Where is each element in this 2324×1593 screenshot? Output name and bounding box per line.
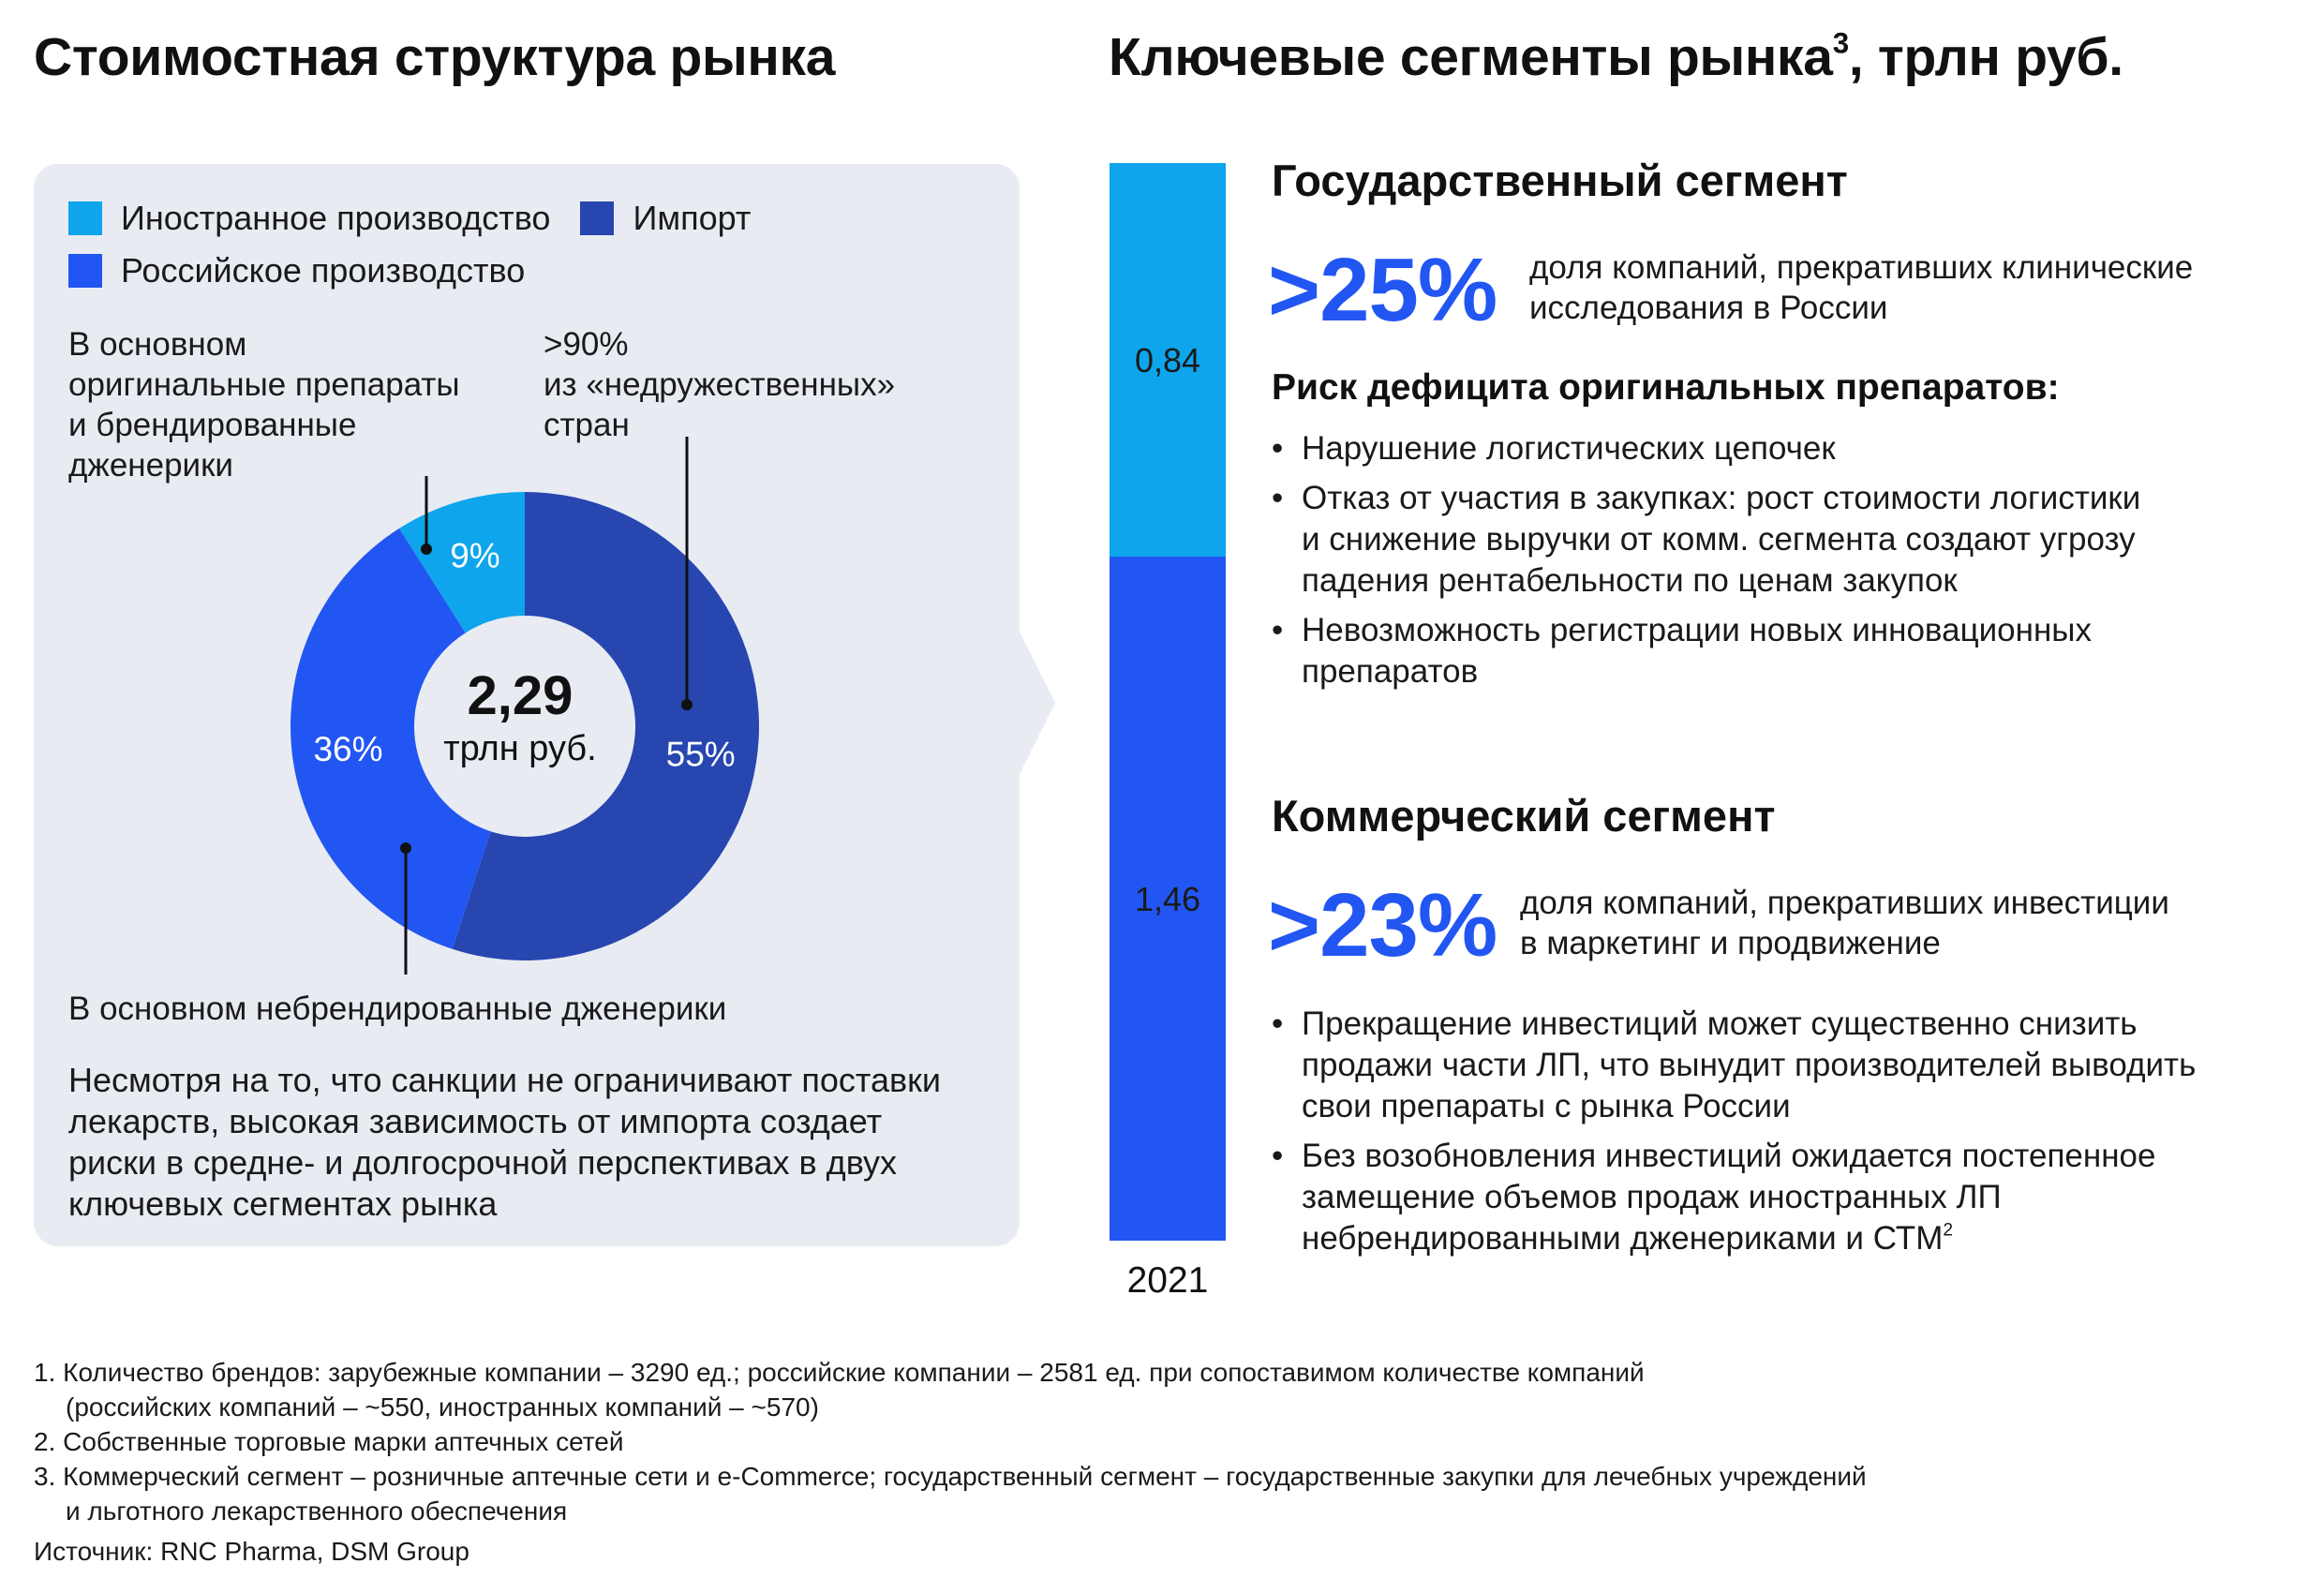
list-item: Прекращение инвестиций может существенно… (1272, 1004, 2293, 1127)
legend-item-import: Импорт (580, 199, 751, 238)
legend-label-foreign: Иностранное производство (121, 199, 551, 237)
list-item-line: Без возобновления инвестиций ожидается п… (1302, 1138, 2156, 1174)
annotation-import-line: из «недружественных» (544, 366, 896, 403)
bar-gov-segment (1110, 163, 1226, 557)
gov-big-stat-desc: доля компаний, прекративших клинические … (1529, 247, 2193, 328)
donut-slice-foreign (399, 492, 525, 633)
list-item: Отказ от участия в закупках: рост стоимо… (1272, 478, 2284, 602)
annotation-foreign-line: оригинальные препараты (68, 366, 460, 403)
bar-com-segment (1110, 557, 1226, 1241)
annotation-leaders (400, 437, 693, 975)
leader-foreign-dot (421, 543, 432, 555)
footnote-2: 2. Собственные торговые марки аптечных с… (34, 1427, 624, 1456)
legend-label-russian: Российское производство (121, 251, 526, 290)
annotation-import-line: >90% (544, 326, 629, 363)
list-item-line: Отказ от участия в закупках: рост стоимо… (1302, 480, 2141, 516)
annotation-import-line: стран (544, 407, 630, 443)
list-item-line: продажи части ЛП, что вынудит производит… (1302, 1047, 2197, 1083)
footnotes: 1. Количество брендов: зарубежные компан… (34, 1355, 1867, 1569)
left-title: Стоимостная структура рынка (34, 27, 836, 87)
gov-risk-title: Риск дефицита оригинальных препаратов: (1272, 367, 2060, 408)
right-title: Ключевые сегменты рынка3, трлн руб. (1109, 26, 2123, 88)
gov-segment-title: Государственный сегмент (1272, 156, 1848, 205)
legend-swatch-foreign (68, 201, 102, 235)
donut-center-label: 2,29 трлн руб. (408, 665, 633, 770)
gov-risk-list: Нарушение логистических цепочек Отказ от… (1272, 428, 2284, 701)
gov-big-stat-desc-line: доля компаний, прекративших клинические (1529, 249, 2194, 286)
list-item-line: Прекращение инвестиций может существенно… (1302, 1005, 2138, 1042)
summary-line: риски в средне- и долгосрочной перспекти… (68, 1143, 898, 1182)
annotation-foreign: В основном оригинальные препараты и брен… (68, 324, 460, 485)
list-item-line: препаратов (1302, 653, 1479, 690)
com-segment-title: Коммерческий сегмент (1272, 791, 1776, 841)
gov-big-stat: >25% (1268, 240, 1497, 340)
list-item-line: Нарушение логистических цепочек (1302, 430, 1836, 467)
summary-text: Несмотря на то, что санкции не ограничив… (68, 1060, 941, 1225)
footnote-3: 3. Коммерческий сегмент – розничные апте… (34, 1462, 1867, 1491)
panel-pointer (1018, 628, 1055, 778)
list-item-line: падения рентабельности по ценам закупок (1302, 562, 1958, 599)
footnote-ref-2: 2 (1943, 1220, 1954, 1241)
right-title-unit: , трлн руб. (1848, 27, 2123, 87)
market-structure-donut: 55% 36% 9% (290, 492, 759, 960)
segments-stacked-bar: 0,84 1,46 2021 (1110, 163, 1226, 1301)
com-bullet-list: Прекращение инвестиций может существенно… (1272, 1004, 2293, 1268)
list-item: Без возобновления инвестиций ожидается п… (1272, 1136, 2293, 1259)
bar-com-label: 1,46 (1135, 880, 1200, 918)
right-title-footnote-ref: 3 (1832, 26, 1849, 60)
annotation-foreign-line: и брендированные (68, 407, 357, 443)
leader-russian-dot (400, 842, 411, 854)
donut-center-unit: трлн руб. (443, 729, 597, 768)
legend-swatch-russian (68, 254, 102, 288)
gov-big-stat-desc-line: исследования в России (1529, 290, 1888, 326)
list-item: Невозможность регистрации новых инноваци… (1272, 610, 2284, 692)
list-item-line: и снижение выручки от комм. сегмента соз… (1302, 521, 2136, 558)
market-structure-panel (34, 164, 1020, 1246)
footnote-1-cont: (российских компаний – ~550, иностранных… (66, 1392, 819, 1422)
list-item-line: Невозможность регистрации новых инноваци… (1302, 612, 2092, 648)
footnote-3-cont: и льготного лекарственного обеспечения (66, 1496, 568, 1526)
bar-category-label: 2021 (1127, 1260, 1209, 1301)
footnote-1: 1. Количество брендов: зарубежные компан… (34, 1358, 1645, 1387)
list-item-line-text: небрендированными дженериками и СТМ (1302, 1220, 1944, 1257)
annotation-foreign-line: В основном (68, 326, 247, 363)
com-big-stat: >23% (1268, 875, 1497, 975)
bar-gov-label: 0,84 (1135, 341, 1200, 380)
summary-line: Несмотря на то, что санкции не ограничив… (68, 1061, 941, 1099)
legend-item-foreign: Иностранное производство (68, 199, 550, 238)
com-big-stat-desc-line: в маркетинг и продвижение (1520, 925, 1941, 961)
legend-swatch-import (580, 201, 615, 235)
com-big-stat-desc: доля компаний, прекративших инвестиции в… (1520, 883, 2169, 963)
donut-slice-label-import: 55% (666, 736, 736, 774)
summary-line: ключевых сегментах рынка (68, 1184, 498, 1223)
legend-label-import: Импорт (633, 199, 752, 237)
annotation-import: >90% из «недружественных» стран (544, 324, 895, 445)
donut-slice-russian (290, 528, 491, 949)
list-item: Нарушение логистических цепочек (1272, 428, 2284, 469)
donut-center-value: 2,29 (467, 665, 574, 726)
annotation-foreign-line: дженерики (68, 447, 233, 484)
legend-item-russian: Российское производство (68, 251, 751, 290)
annotation-russian: В основном небрендированные дженерики (68, 990, 727, 1027)
donut-legend: Иностранное производство Импорт Российск… (68, 199, 751, 290)
donut-slice-label-russian: 36% (313, 730, 382, 768)
right-title-main: Ключевые сегменты рынка (1109, 27, 1833, 87)
list-item-line: небрендированными дженериками и СТМ2 (1302, 1218, 2293, 1259)
summary-line: лекарств, высокая зависимость от импорта… (68, 1102, 883, 1140)
donut-slice-import (452, 492, 759, 960)
list-item-line: свои препараты с рынка России (1302, 1088, 1791, 1124)
com-big-stat-desc-line: доля компаний, прекративших инвестиции (1520, 885, 2169, 921)
leader-import-dot (681, 699, 693, 710)
donut-slice-label-foreign: 9% (450, 537, 499, 575)
list-item-line: замещение объемов продаж иностранных ЛП (1302, 1179, 2002, 1215)
source: Источник: RNC Pharma, DSM Group (34, 1537, 469, 1566)
